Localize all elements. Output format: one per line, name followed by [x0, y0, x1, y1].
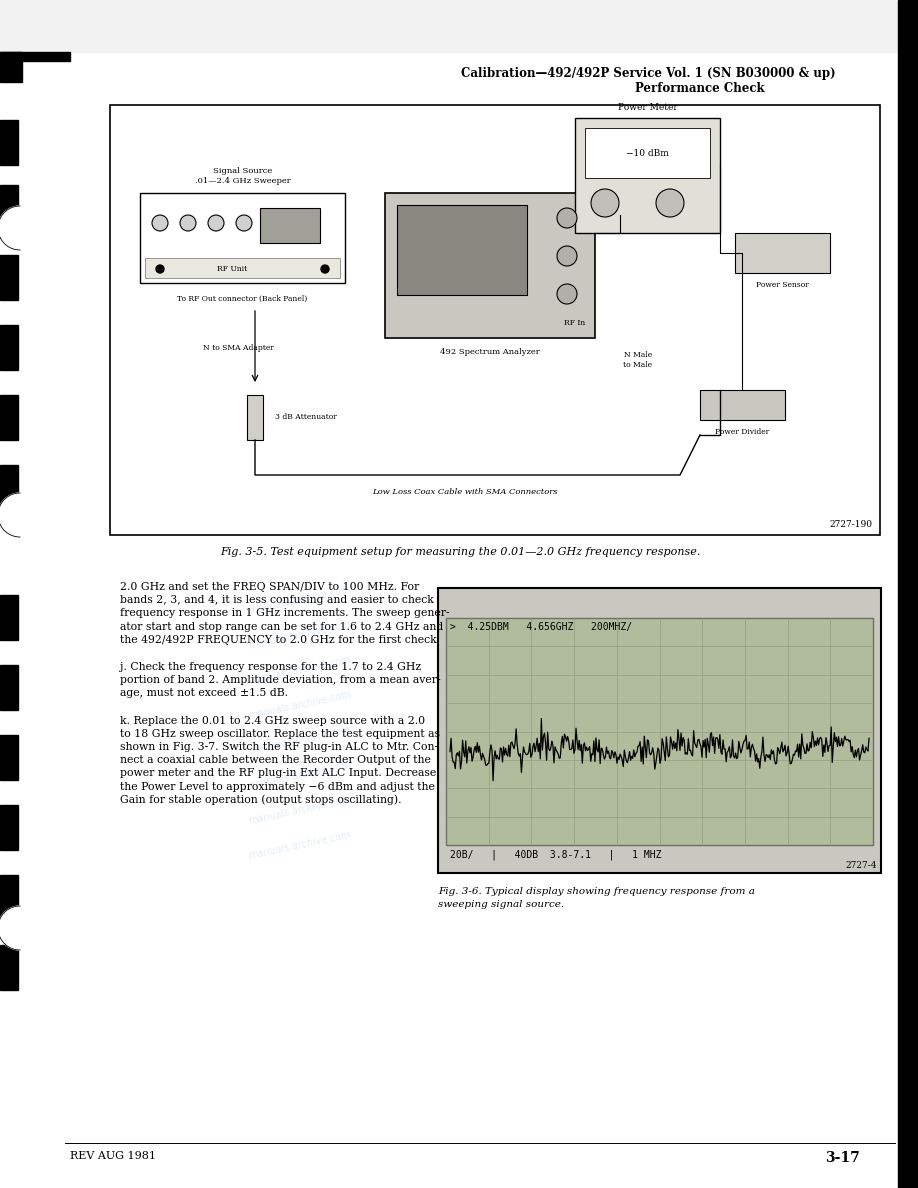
Text: k. Replace the 0.01 to 2.4 GHz sweep source with a 2.0: k. Replace the 0.01 to 2.4 GHz sweep sou…	[120, 715, 425, 726]
Text: 3 dB Attenuator: 3 dB Attenuator	[275, 413, 337, 421]
Circle shape	[208, 215, 224, 230]
Text: −10 dBm: −10 dBm	[626, 148, 669, 158]
Bar	[0, 255, 18, 301]
Bar	[0, 665, 18, 710]
Text: bands 2, 3, and 4, it is less confusing and easier to check: bands 2, 3, and 4, it is less confusing …	[120, 595, 434, 605]
Polygon shape	[0, 906, 20, 950]
Polygon shape	[0, 493, 20, 537]
Text: 2727-190: 2727-190	[829, 520, 872, 529]
Bar	[898, 0, 918, 1188]
Circle shape	[180, 215, 196, 230]
Text: Power Divider: Power Divider	[715, 428, 769, 436]
Text: Performance Check: Performance Check	[635, 82, 765, 95]
Circle shape	[156, 265, 164, 273]
Text: manuals.archive.com: manuals.archive.com	[248, 759, 353, 791]
Text: Gain for stable operation (output stops oscillating).: Gain for stable operation (output stops …	[120, 795, 401, 805]
Bar	[0, 805, 18, 849]
Circle shape	[557, 284, 577, 304]
Text: nect a coaxial cable between the Recorder Output of the: nect a coaxial cable between the Recorde…	[120, 756, 431, 765]
Text: ator start and stop range can be set for 1.6 to 2.4 GHz and: ator start and stop range can be set for…	[120, 621, 443, 632]
Text: the Power Level to approximately −6 dBm and adjust the: the Power Level to approximately −6 dBm …	[120, 782, 435, 791]
Bar	[247, 394, 263, 440]
Bar	[0, 595, 18, 640]
Text: age, must not exceed ±1.5 dB.: age, must not exceed ±1.5 dB.	[120, 688, 288, 699]
Circle shape	[321, 265, 329, 273]
Text: REV AUG 1981: REV AUG 1981	[70, 1151, 156, 1161]
Bar	[145, 258, 340, 278]
Bar	[0, 185, 18, 230]
Text: Power Sensor: Power Sensor	[756, 282, 809, 289]
Text: the 492/492P FREQUENCY to 2.0 GHz for the first check.: the 492/492P FREQUENCY to 2.0 GHz for th…	[120, 634, 440, 645]
Text: RF Unit: RF Unit	[218, 265, 248, 273]
Bar	[0, 735, 18, 781]
Text: frequency response in 1 GHz increments. The sweep gener-: frequency response in 1 GHz increments. …	[120, 608, 450, 619]
Bar	[397, 206, 527, 295]
Text: >  4.25DBM   4.656GHZ   200MHZ/: > 4.25DBM 4.656GHZ 200MHZ/	[450, 623, 633, 632]
Bar	[0, 394, 18, 440]
Text: N Male
to Male: N Male to Male	[623, 352, 653, 368]
Bar	[735, 233, 830, 273]
Bar	[585, 128, 710, 178]
Circle shape	[591, 189, 619, 217]
Circle shape	[656, 189, 684, 217]
Circle shape	[557, 208, 577, 228]
Bar	[385, 192, 595, 339]
Text: manuals.archive.com: manuals.archive.com	[248, 795, 353, 826]
Text: Signal Source: Signal Source	[213, 168, 272, 175]
Bar	[0, 0, 898, 52]
Bar	[0, 876, 18, 920]
Text: 492 Spectrum Analyzer: 492 Spectrum Analyzer	[440, 348, 540, 356]
Text: N to SMA Adapter: N to SMA Adapter	[203, 345, 274, 352]
Text: 20B/   |   40DB  3.8-7.1   |   1 MHZ: 20B/ | 40DB 3.8-7.1 | 1 MHZ	[450, 849, 662, 860]
Text: .01—2.4 GHz Sweeper: .01—2.4 GHz Sweeper	[195, 177, 290, 185]
Bar	[575, 118, 720, 233]
Text: Fig. 3-5. Test equipment setup for measuring the 0.01—2.0 GHz frequency response: Fig. 3-5. Test equipment setup for measu…	[219, 546, 700, 557]
Text: Low Loss Coax Cable with SMA Connectors: Low Loss Coax Cable with SMA Connectors	[373, 488, 558, 497]
Text: to 18 GHz sweep oscillator. Replace the test equipment as: to 18 GHz sweep oscillator. Replace the …	[120, 728, 440, 739]
Bar	[260, 208, 320, 244]
Bar	[0, 120, 18, 165]
Text: To RF Out connector (Back Panel): To RF Out connector (Back Panel)	[177, 295, 308, 303]
Text: manuals.archive.com: manuals.archive.com	[248, 619, 353, 651]
Text: j. Check the frequency response for the 1.7 to 2.4 GHz: j. Check the frequency response for the …	[120, 662, 421, 672]
Text: manuals.archive.com: manuals.archive.com	[248, 689, 353, 721]
Text: manuals.archive.com: manuals.archive.com	[248, 655, 353, 685]
Bar	[0, 465, 18, 510]
Circle shape	[557, 246, 577, 266]
Bar	[0, 326, 18, 369]
Text: Power Meter: Power Meter	[618, 103, 677, 112]
Text: sweeping signal source.: sweeping signal source.	[438, 901, 565, 909]
Text: 2727-4: 2727-4	[845, 861, 877, 870]
Text: portion of band 2. Amplitude deviation, from a mean aver-: portion of band 2. Amplitude deviation, …	[120, 675, 441, 685]
Bar	[438, 588, 881, 873]
Text: power meter and the RF plug-in Ext ALC Input. Decrease: power meter and the RF plug-in Ext ALC I…	[120, 769, 436, 778]
Bar	[140, 192, 345, 283]
Text: Calibration—492/492P Service Vol. 1 (SN B030000 & up): Calibration—492/492P Service Vol. 1 (SN …	[461, 67, 835, 80]
Text: 3-17: 3-17	[825, 1151, 860, 1165]
Bar	[0, 52, 22, 82]
Text: 2.0 GHz and set the FREQ SPAN/DIV to 100 MHz. For: 2.0 GHz and set the FREQ SPAN/DIV to 100…	[120, 582, 420, 592]
Bar	[446, 618, 873, 845]
Text: manuals.archive.com: manuals.archive.com	[248, 584, 353, 615]
Text: Fig. 3-6. Typical display showing frequency response from a: Fig. 3-6. Typical display showing freque…	[438, 887, 755, 896]
Circle shape	[236, 215, 252, 230]
Bar	[110, 105, 880, 535]
Text: manuals.archive.com: manuals.archive.com	[248, 829, 353, 861]
Circle shape	[152, 215, 168, 230]
Text: manuals.archive.com: manuals.archive.com	[248, 725, 353, 756]
Polygon shape	[0, 206, 20, 249]
Bar	[0, 944, 18, 990]
Text: RF In: RF In	[564, 320, 585, 327]
Text: shown in Fig. 3-7. Switch the RF plug-in ALC to Mtr. Con-: shown in Fig. 3-7. Switch the RF plug-in…	[120, 742, 438, 752]
Bar	[0, 52, 70, 61]
Bar	[700, 390, 785, 421]
